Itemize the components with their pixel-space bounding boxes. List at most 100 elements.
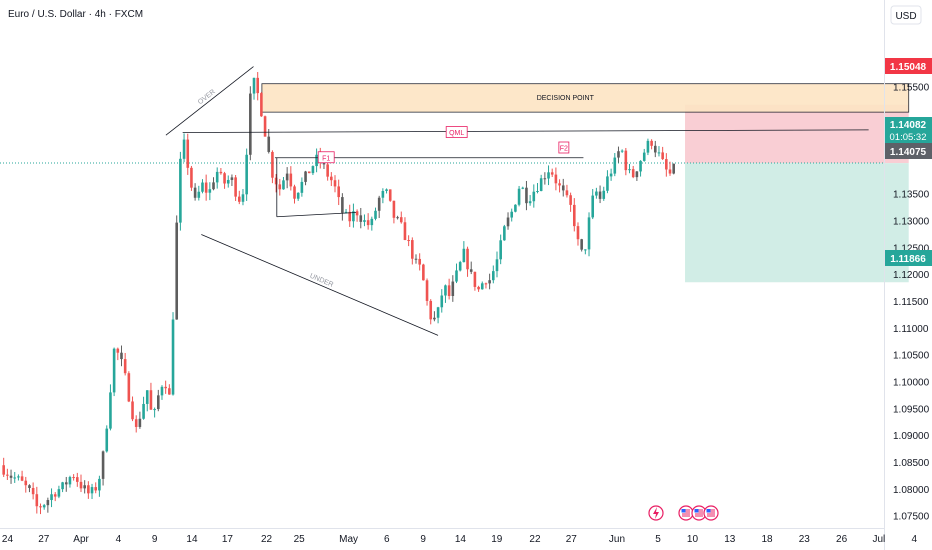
candle-up <box>547 172 550 179</box>
candle-down <box>72 477 75 479</box>
target-price-label: 1.11866 <box>890 254 926 265</box>
candle-up <box>17 476 20 478</box>
candle-down <box>565 190 569 196</box>
candle-up <box>517 188 521 205</box>
candle-up <box>212 182 215 190</box>
candle-up <box>241 194 245 202</box>
candle-down <box>414 258 418 260</box>
time-tick-label: 25 <box>294 534 306 545</box>
candle-up <box>536 191 539 193</box>
price-tick-label: 1.13000 <box>893 217 930 228</box>
candle-up <box>42 505 46 508</box>
candle-up <box>521 187 525 189</box>
candle-down <box>168 388 171 395</box>
price-tick-label: 1.08000 <box>893 485 930 496</box>
candle-up <box>528 201 532 204</box>
candle-up <box>50 494 53 501</box>
candle-down <box>569 195 572 205</box>
price-tick-label: 1.07500 <box>893 512 930 523</box>
price-tick-label: 1.10500 <box>893 351 930 362</box>
time-tick-label: 27 <box>566 534 578 545</box>
candle-up <box>617 151 620 158</box>
candle-down <box>333 180 337 187</box>
candle-down <box>28 485 31 488</box>
candle-up <box>112 348 116 393</box>
candle-down <box>53 494 57 497</box>
time-tick-label: 9 <box>152 534 158 545</box>
time-tick-label: Jul <box>872 534 885 545</box>
decision-point-label: DECISION POINT <box>537 95 595 102</box>
candle-up <box>175 222 179 320</box>
time-tick-label: 6 <box>384 534 390 545</box>
time-axis[interactable]: 24 27 Apr 4 9 14 17 22 25 May 6 9 14 19 22 27 Jun 5 10 13 18… <box>2 534 918 545</box>
candle-down <box>337 186 340 198</box>
us-flag-icon[interactable] <box>678 505 694 521</box>
price-tick-label: 1.09500 <box>893 404 930 415</box>
candle-up <box>157 395 160 410</box>
candle-up <box>138 418 142 427</box>
candle-up <box>57 489 61 497</box>
candle-down <box>411 240 414 259</box>
time-tick-label: 5 <box>655 534 661 545</box>
us-flag-icon[interactable] <box>703 505 719 521</box>
time-tick-label: 19 <box>491 534 503 545</box>
candle-up <box>370 218 374 226</box>
candle-up <box>300 181 304 193</box>
candle-down <box>422 264 425 281</box>
candle-down <box>79 481 83 489</box>
candle-up <box>249 93 252 155</box>
candle-down <box>94 487 98 491</box>
candle-up <box>304 171 307 182</box>
candle-down <box>76 477 79 482</box>
candle-up <box>68 477 72 485</box>
candle-down <box>9 475 13 478</box>
chart-title: Euro / U.S. Dollar · 4h · FXCM <box>8 9 143 20</box>
candle-up <box>436 307 440 318</box>
candle-up <box>142 403 145 419</box>
candle-up <box>628 169 631 171</box>
candle-up <box>171 319 175 395</box>
candle-up <box>539 178 543 192</box>
candle-up <box>602 190 606 199</box>
candle-down <box>271 151 274 178</box>
candle-up <box>433 317 436 320</box>
candle-down <box>668 169 672 174</box>
candle-down <box>186 139 190 168</box>
candle-down <box>399 217 403 223</box>
candle-up <box>230 177 234 180</box>
candle-up <box>657 152 661 154</box>
candle-down <box>219 171 223 174</box>
price-tick-label: 1.09000 <box>893 431 930 442</box>
time-tick-label: 14 <box>186 534 198 545</box>
candle-down <box>388 189 392 201</box>
candle-down <box>289 173 293 187</box>
candle-up <box>83 485 86 489</box>
candle-down <box>550 172 554 175</box>
decision-price-label: 1.15048 <box>890 62 927 73</box>
currency-label-box[interactable] <box>890 5 922 25</box>
time-tick-label: 17 <box>222 534 234 545</box>
candle-down <box>598 191 602 199</box>
time-tick-label: Apr <box>73 534 89 545</box>
time-tick-label: 22 <box>529 534 541 545</box>
price-tick-label: 1.13500 <box>893 190 930 201</box>
stop-zone <box>685 104 909 164</box>
candle-down <box>650 140 653 146</box>
candle-up <box>245 154 248 195</box>
candle-up <box>440 295 444 308</box>
candle-up <box>311 166 315 174</box>
candle-up <box>506 217 510 227</box>
candle-down <box>561 185 565 191</box>
currency-label: USD <box>895 11 916 22</box>
candle-down <box>267 136 271 152</box>
candle-down <box>116 348 120 353</box>
candle-down <box>234 177 237 197</box>
candle-down <box>366 220 370 226</box>
event-icons[interactable] <box>648 505 719 521</box>
candle-down <box>355 211 359 216</box>
price-tick-label: 1.12500 <box>893 243 930 254</box>
target-zone <box>685 163 909 283</box>
candle-down <box>256 77 259 94</box>
candle-up <box>458 262 462 271</box>
